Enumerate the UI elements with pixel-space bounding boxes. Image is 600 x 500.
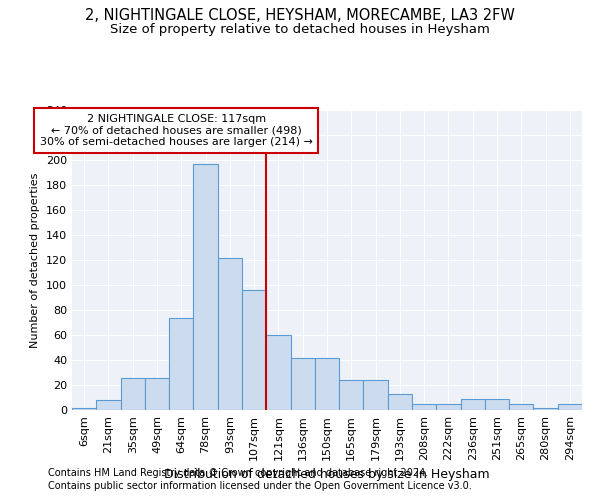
Bar	[96, 400, 121, 410]
Bar	[242, 290, 266, 410]
Bar	[290, 358, 315, 410]
Bar	[364, 380, 388, 410]
Bar	[72, 408, 96, 410]
X-axis label: Distribution of detached houses by size in Heysham: Distribution of detached houses by size …	[164, 468, 490, 481]
Bar	[412, 404, 436, 410]
Bar	[485, 399, 509, 410]
Bar	[388, 394, 412, 410]
Text: Contains public sector information licensed under the Open Government Licence v3: Contains public sector information licen…	[48, 481, 472, 491]
Text: 2, NIGHTINGALE CLOSE, HEYSHAM, MORECAMBE, LA3 2FW: 2, NIGHTINGALE CLOSE, HEYSHAM, MORECAMBE…	[85, 8, 515, 22]
Bar	[436, 404, 461, 410]
Bar	[461, 399, 485, 410]
Bar	[121, 378, 145, 410]
Bar	[509, 404, 533, 410]
Text: Size of property relative to detached houses in Heysham: Size of property relative to detached ho…	[110, 22, 490, 36]
Bar	[266, 335, 290, 410]
Bar	[315, 358, 339, 410]
Bar	[169, 318, 193, 410]
Bar	[533, 408, 558, 410]
Bar	[193, 164, 218, 410]
Bar	[218, 258, 242, 410]
Bar	[558, 404, 582, 410]
Bar	[339, 380, 364, 410]
Y-axis label: Number of detached properties: Number of detached properties	[31, 172, 40, 348]
Text: Contains HM Land Registry data © Crown copyright and database right 2024.: Contains HM Land Registry data © Crown c…	[48, 468, 428, 477]
Bar	[145, 378, 169, 410]
Text: 2 NIGHTINGALE CLOSE: 117sqm
← 70% of detached houses are smaller (498)
30% of se: 2 NIGHTINGALE CLOSE: 117sqm ← 70% of det…	[40, 114, 313, 147]
